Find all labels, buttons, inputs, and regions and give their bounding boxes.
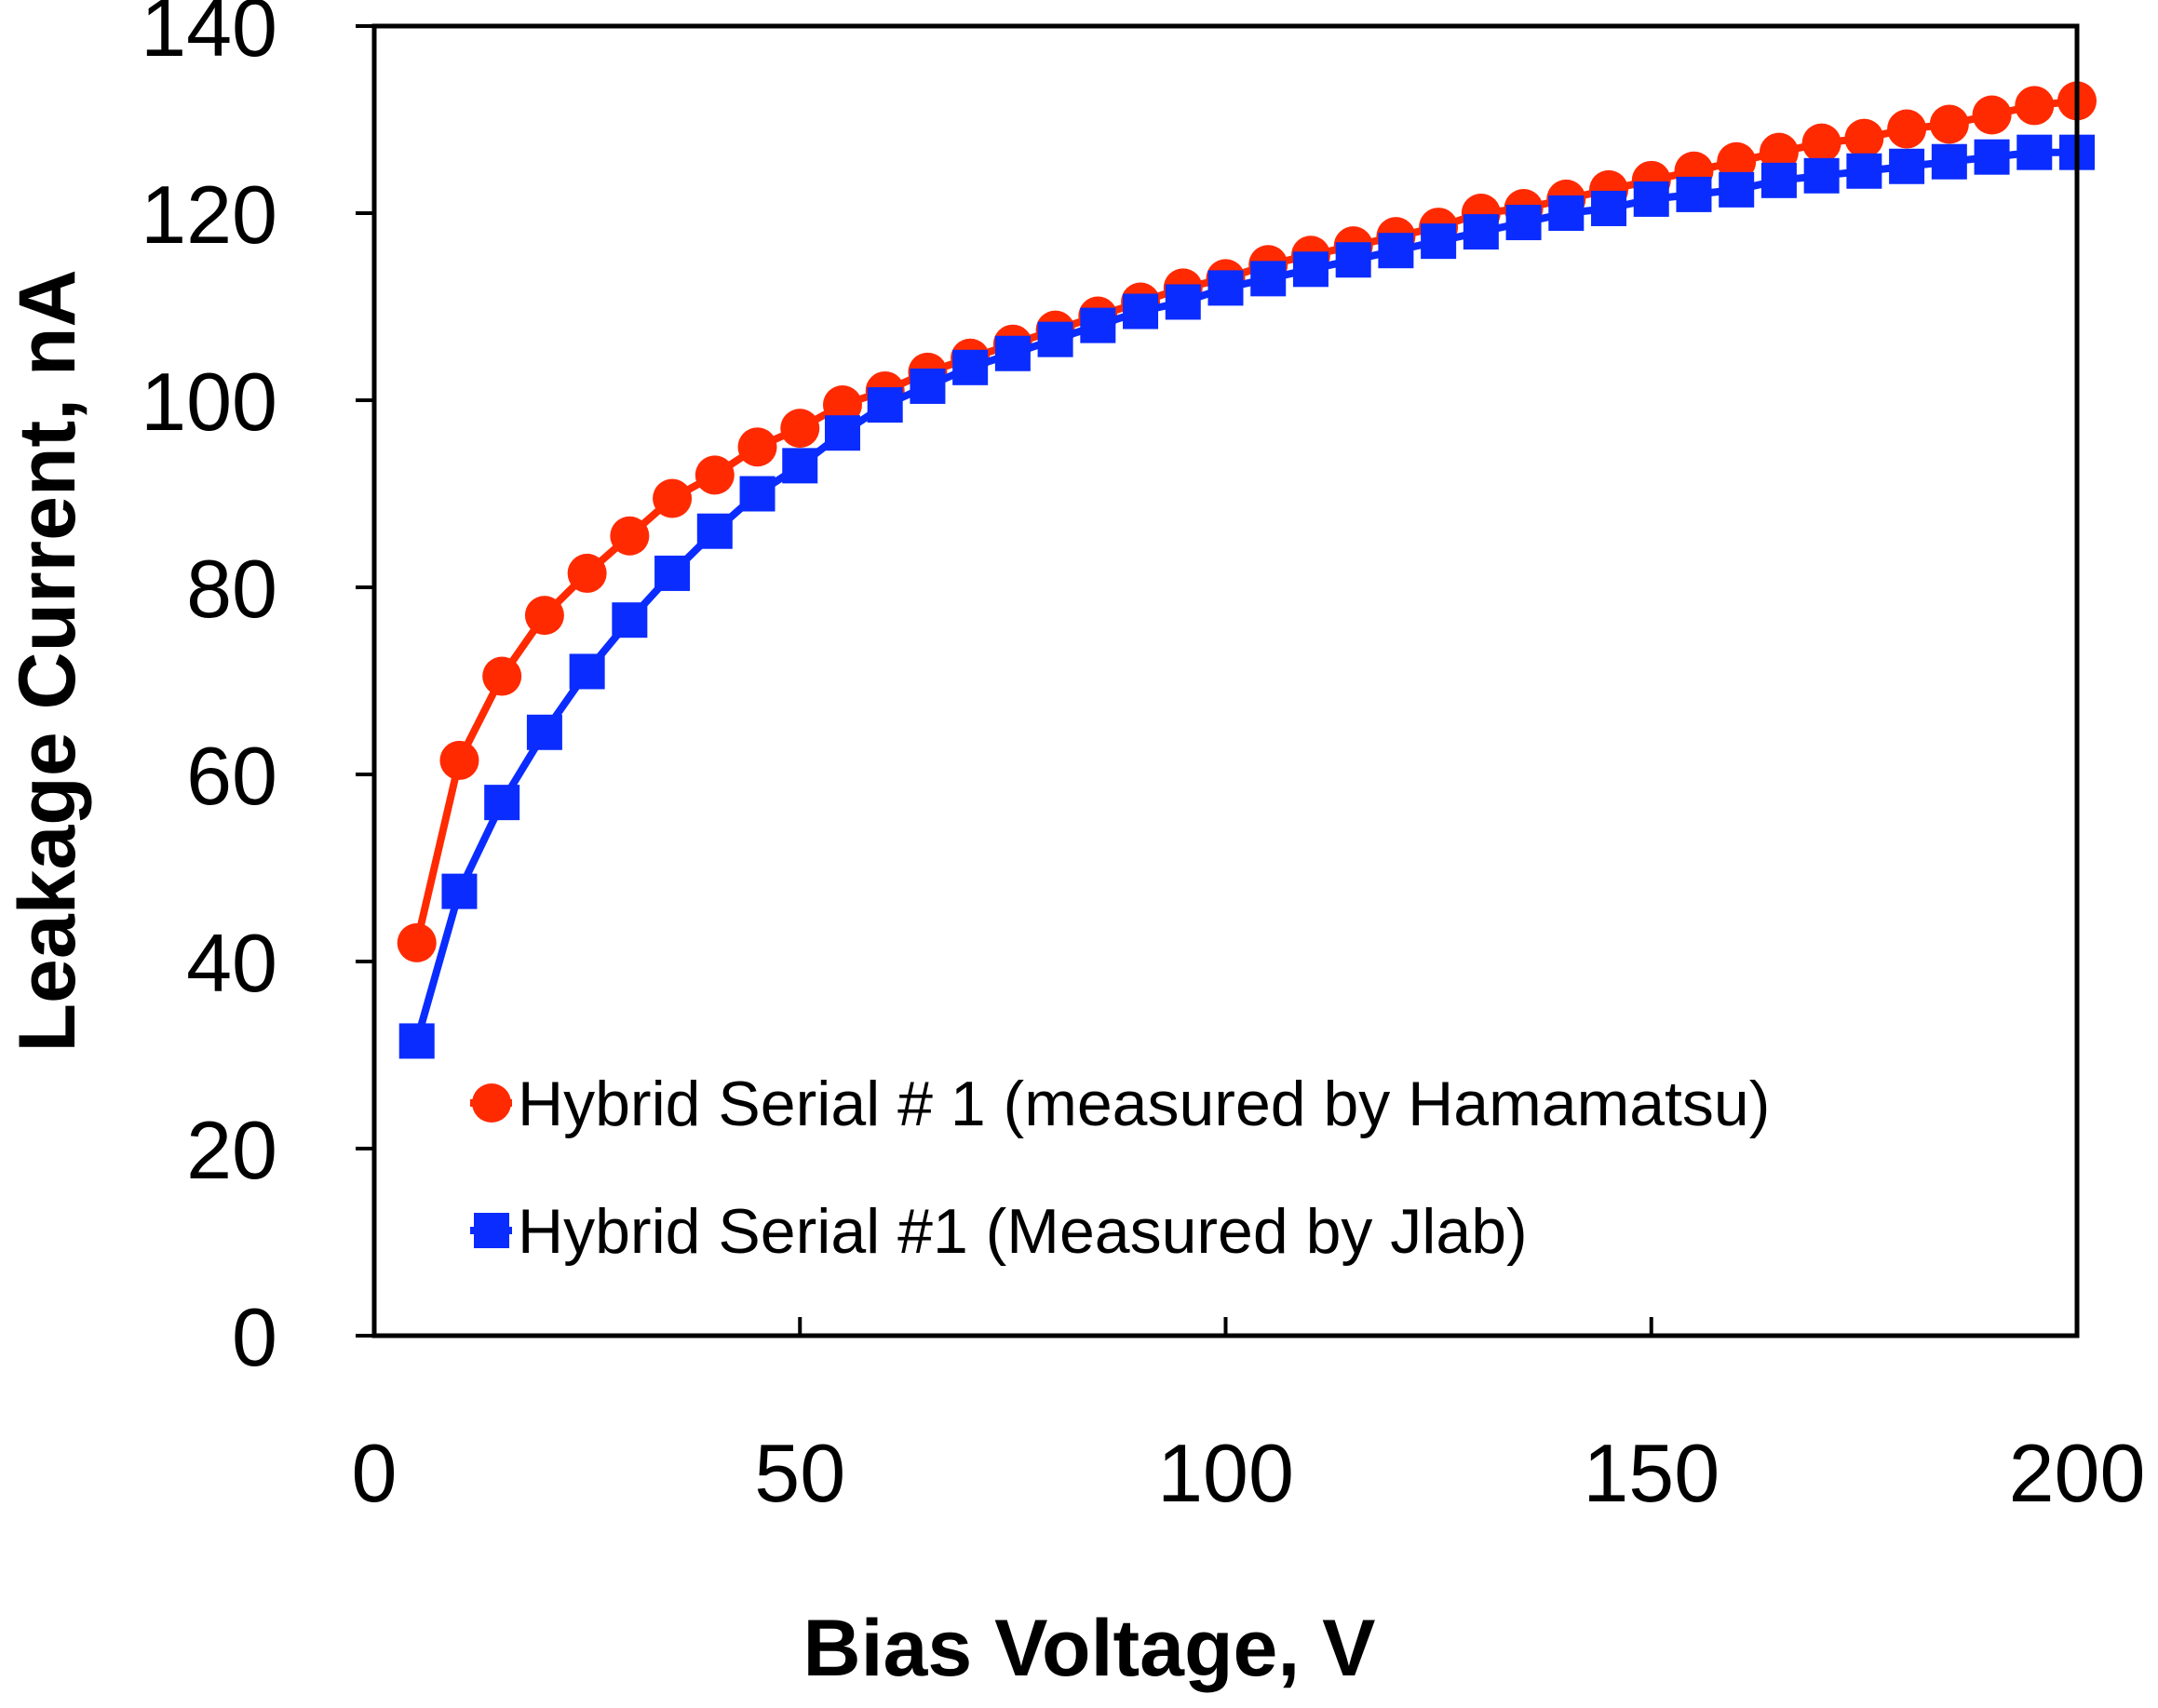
data-point <box>610 516 650 556</box>
data-point <box>1123 293 1159 329</box>
data-point <box>398 1023 435 1059</box>
data-point <box>1463 214 1499 250</box>
data-point <box>782 448 818 484</box>
data-point <box>439 740 479 780</box>
data-point <box>441 873 478 909</box>
x-tick-label: 50 <box>754 1427 845 1519</box>
data-point <box>696 513 733 549</box>
x-tick-label: 0 <box>352 1427 398 1519</box>
data-point <box>567 553 607 593</box>
data-point <box>952 349 989 385</box>
data-point <box>482 656 522 696</box>
data-point <box>780 409 820 449</box>
x-axis-title: Bias Voltage, V <box>803 1604 1376 1693</box>
data-point <box>1421 223 1457 260</box>
data-point <box>526 714 562 750</box>
data-point <box>1760 162 1797 198</box>
data-point <box>1801 123 1841 163</box>
data-point <box>1633 181 1669 217</box>
y-axis-title: Leakage Current, nA <box>3 269 92 1052</box>
x-tick-label: 200 <box>2009 1427 2146 1519</box>
data-point <box>1719 171 1755 208</box>
y-tick-label: 60 <box>186 730 277 822</box>
data-point <box>653 478 693 518</box>
series-hamamatsu <box>397 81 2097 962</box>
legend-label: Hybrid Serial # 1 (measured by Hamamatsu… <box>518 1069 1770 1139</box>
data-point <box>822 385 862 425</box>
data-point <box>1889 148 1925 184</box>
data-point <box>1887 109 1927 149</box>
data-point <box>654 555 691 591</box>
data-point <box>1929 104 1969 144</box>
y-tick-label: 20 <box>186 1104 277 1196</box>
data-point <box>1165 284 1201 320</box>
legend-item: Hybrid Serial #1 (Measured by Jlab) <box>470 1196 1528 1267</box>
legend-label: Hybrid Serial #1 (Measured by Jlab) <box>518 1196 1528 1267</box>
data-point <box>1931 143 1967 180</box>
plot-layer <box>397 81 2097 1059</box>
legend-item: Hybrid Serial # 1 (measured by Hamamatsu… <box>470 1069 1770 1139</box>
y-tick-label: 100 <box>141 356 277 448</box>
x-tick-label: 150 <box>1583 1427 1720 1519</box>
series-line <box>412 148 2077 1042</box>
y-tick-label: 140 <box>141 0 277 74</box>
data-point <box>824 415 860 451</box>
data-point <box>1717 141 1757 182</box>
data-point <box>994 335 1031 371</box>
y-tick-label: 120 <box>141 168 277 261</box>
y-tick-label: 40 <box>186 917 277 1009</box>
data-point <box>1505 205 1542 241</box>
series-jlab <box>398 134 2095 1059</box>
data-point <box>1972 95 2012 135</box>
data-point <box>1378 233 1414 269</box>
data-point <box>1037 321 1073 357</box>
data-point <box>484 785 520 821</box>
data-point <box>1207 270 1244 306</box>
data-point <box>1080 307 1116 343</box>
data-point <box>612 602 648 639</box>
series-line <box>412 97 2078 944</box>
data-point <box>1974 139 2010 175</box>
x-tick-label: 100 <box>1157 1427 1294 1519</box>
data-point <box>867 387 903 424</box>
data-point <box>1676 176 1712 212</box>
data-point <box>1803 157 1840 194</box>
data-point <box>2015 86 2055 126</box>
data-point <box>737 427 777 467</box>
data-point <box>2016 134 2053 170</box>
legend: Hybrid Serial # 1 (measured by Hamamatsu… <box>470 1069 1770 1267</box>
data-point <box>524 596 564 636</box>
data-point <box>569 653 605 690</box>
data-point <box>1591 190 1627 226</box>
data-point <box>397 922 437 962</box>
data-point <box>1250 261 1287 297</box>
data-point <box>1844 118 1884 158</box>
legend-marker <box>472 1083 511 1123</box>
axes-layer: 0 50 100 150 200 0 20 40 60 80 100 120 140 <box>141 0 2145 1519</box>
data-point <box>695 455 735 495</box>
data-point <box>1548 195 1585 231</box>
data-point <box>1759 132 1799 172</box>
data-point <box>1335 242 1371 278</box>
data-point <box>1292 251 1329 288</box>
data-point <box>739 476 776 512</box>
y-tick-label: 80 <box>186 543 277 635</box>
y-tick-label: 0 <box>232 1291 277 1383</box>
data-point <box>910 368 946 404</box>
legend-marker <box>474 1213 509 1248</box>
data-point <box>1846 153 1882 189</box>
